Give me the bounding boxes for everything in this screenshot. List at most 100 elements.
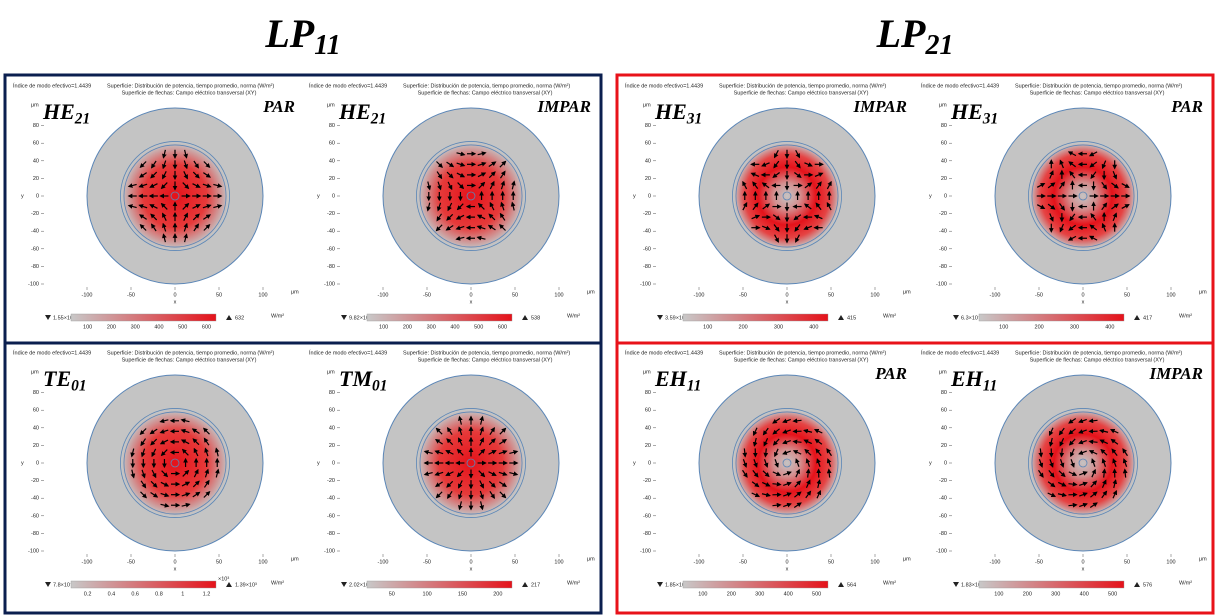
field-arrow bbox=[1090, 171, 1097, 180]
field-arrow bbox=[160, 202, 168, 210]
field-arrow bbox=[203, 224, 211, 231]
colorbar-tick-label: 200 bbox=[1023, 591, 1032, 597]
field-arrow bbox=[203, 172, 212, 178]
y-tick-label: 0 bbox=[36, 193, 39, 199]
field-arrow bbox=[1088, 151, 1098, 157]
boundary bbox=[735, 411, 839, 515]
y-tick-label: 0 bbox=[944, 193, 947, 199]
y-tick-label: 0 bbox=[944, 460, 947, 466]
field-arrow bbox=[826, 468, 832, 478]
y-tick-label: 40 bbox=[941, 425, 947, 431]
y-tick-label: 60 bbox=[33, 141, 39, 147]
colorbar-tick-label: 200 bbox=[1035, 324, 1044, 330]
field-arrow bbox=[160, 503, 170, 508]
field-arrow bbox=[446, 480, 454, 488]
y-label: y bbox=[317, 460, 320, 466]
x-unit: μm bbox=[291, 556, 299, 562]
min-marker bbox=[45, 582, 51, 587]
boundary bbox=[416, 141, 526, 251]
field-arrow bbox=[423, 471, 433, 476]
power-distribution bbox=[734, 143, 840, 249]
field-arrow bbox=[1059, 438, 1065, 447]
field-arrow bbox=[1088, 450, 1098, 455]
field-arrow bbox=[752, 202, 759, 211]
field-arrow bbox=[192, 438, 200, 446]
y-label: y bbox=[21, 193, 24, 199]
field-arrow bbox=[182, 182, 190, 190]
colorbar-tick-label: 300 bbox=[755, 591, 764, 597]
header-index: Índice de modo efectivo=1.4439 bbox=[625, 82, 703, 89]
field-arrow bbox=[751, 214, 761, 220]
field-arrow bbox=[447, 181, 453, 191]
field-arrow bbox=[816, 458, 821, 467]
mode-label-base: EH bbox=[950, 366, 984, 391]
y-unit: μm bbox=[31, 102, 39, 108]
x-tick-label: 0 bbox=[1081, 292, 1084, 298]
header-surface: Superficie: Distribución de potencia, ti… bbox=[403, 350, 570, 356]
header-index: Índice de modo efectivo=1.4439 bbox=[309, 349, 387, 356]
field-arrow bbox=[1091, 458, 1096, 467]
field-arrow bbox=[445, 224, 454, 231]
field-arrow bbox=[783, 492, 792, 497]
y-label: y bbox=[929, 193, 932, 199]
y-tick-label: -60 bbox=[31, 513, 39, 519]
y-tick-label: 80 bbox=[329, 390, 335, 396]
field-arrow bbox=[1070, 459, 1075, 468]
field-arrow bbox=[180, 418, 190, 423]
colorbar-tick-label: 100 bbox=[698, 591, 707, 597]
field-arrow bbox=[816, 479, 822, 489]
field-arrow bbox=[805, 490, 812, 499]
y-tick-label: -60 bbox=[643, 246, 651, 252]
field-arrow bbox=[1078, 450, 1087, 455]
field-arrow bbox=[1112, 212, 1118, 222]
field-arrow bbox=[204, 468, 210, 478]
max-marker bbox=[522, 315, 528, 320]
power-distribution bbox=[418, 410, 524, 516]
x-label: x bbox=[786, 299, 789, 305]
field-arrow bbox=[1069, 170, 1076, 179]
y-tick-label: 40 bbox=[645, 425, 651, 431]
colorbar-max: 632 bbox=[235, 315, 244, 321]
field-arrow bbox=[763, 459, 769, 468]
field-arrow bbox=[159, 439, 169, 445]
field-arrow bbox=[192, 213, 200, 221]
field-arrow bbox=[1047, 203, 1056, 210]
field-arrow bbox=[762, 470, 770, 478]
colorbar-unit: W/m² bbox=[271, 313, 284, 319]
boundary bbox=[732, 141, 842, 251]
field-arrow bbox=[193, 160, 200, 169]
field-arrow bbox=[192, 183, 201, 188]
min-marker bbox=[657, 582, 663, 587]
colorbar-tick-label: 100 bbox=[83, 324, 92, 330]
colorbar-tick-label: 100 bbox=[423, 591, 432, 597]
x-label: x bbox=[470, 299, 473, 305]
y-tick-label: -20 bbox=[327, 478, 335, 484]
y-tick-label: -40 bbox=[939, 229, 947, 235]
field-arrow bbox=[1110, 438, 1119, 445]
field-arrow bbox=[793, 502, 802, 508]
colorbar-tick-label: 300 bbox=[1070, 324, 1079, 330]
field-arrow bbox=[127, 204, 137, 209]
field-arrow bbox=[815, 181, 822, 189]
field-arrow bbox=[1067, 235, 1077, 241]
x-unit: μm bbox=[903, 556, 911, 562]
x-tick-label: 0 bbox=[1081, 559, 1084, 565]
y-tick-label: -100 bbox=[936, 281, 947, 287]
mode-label-sub: 11 bbox=[687, 377, 702, 394]
header-index: Índice de modo efectivo=1.4439 bbox=[921, 82, 999, 89]
colorbar-max: 564 bbox=[847, 582, 856, 588]
colorbar-tick-label: 400 bbox=[1105, 324, 1114, 330]
field-arrow bbox=[803, 439, 812, 445]
x-tick-label: 100 bbox=[258, 292, 267, 298]
field-arrow bbox=[1048, 470, 1055, 478]
y-tick-label: -80 bbox=[643, 264, 651, 270]
field-arrow bbox=[1068, 438, 1076, 446]
field-arrow bbox=[499, 427, 507, 435]
field-arrow bbox=[499, 212, 506, 221]
field-arrow bbox=[1068, 161, 1077, 168]
y-tick-label: 20 bbox=[33, 176, 39, 182]
field-arrow bbox=[435, 427, 443, 435]
field-arrow bbox=[803, 203, 812, 210]
field-arrow bbox=[1059, 459, 1065, 468]
colorbar-tick-label: 200 bbox=[403, 324, 412, 330]
